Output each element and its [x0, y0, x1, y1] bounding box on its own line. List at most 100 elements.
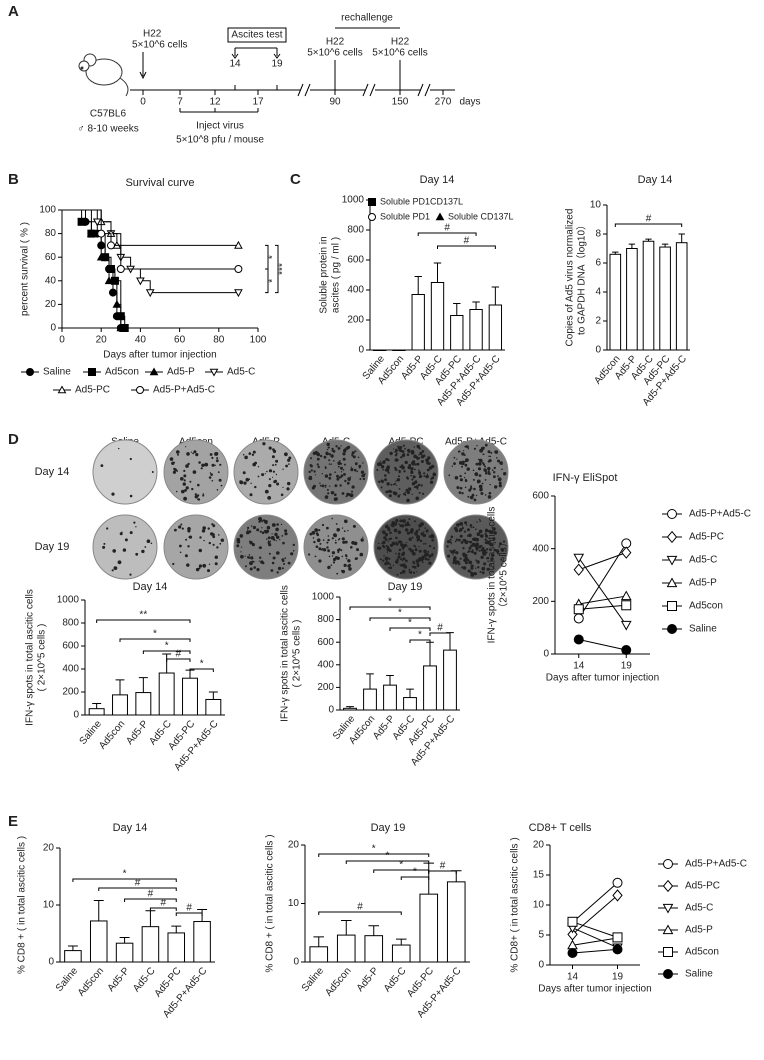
spot — [408, 464, 412, 467]
spot — [411, 493, 413, 495]
spot — [461, 492, 464, 495]
spot — [458, 538, 461, 542]
spot — [350, 466, 352, 468]
y-tick-label: 0 — [50, 323, 56, 334]
spot — [380, 465, 385, 469]
spot — [359, 552, 364, 557]
spot — [485, 530, 488, 533]
spot — [427, 473, 429, 475]
spot — [252, 450, 256, 454]
spot — [405, 559, 408, 563]
spot — [330, 564, 333, 566]
spot — [284, 452, 288, 457]
spot — [415, 485, 419, 489]
y-tick-label: 400 — [317, 659, 334, 670]
spot — [264, 473, 266, 475]
spot — [357, 456, 360, 459]
spot — [404, 460, 408, 465]
spot — [274, 479, 277, 483]
y-tick-label: 5 — [538, 930, 544, 941]
day-label: 7 — [177, 97, 183, 108]
tumor-label: H22 — [391, 37, 410, 48]
y-tick-label: 200 — [62, 687, 79, 698]
significance-bracket — [417, 232, 477, 236]
spot — [432, 547, 436, 550]
spot — [389, 543, 394, 548]
axis-break — [304, 83, 311, 97]
spot — [335, 523, 338, 525]
spot — [416, 462, 420, 466]
spot — [476, 445, 478, 447]
spot — [482, 551, 484, 554]
spot — [394, 450, 397, 453]
spot — [401, 559, 404, 562]
spot — [472, 574, 474, 576]
marker — [573, 604, 584, 615]
spot — [462, 547, 465, 550]
spot — [423, 553, 428, 557]
spot — [484, 465, 486, 468]
marker — [77, 217, 86, 226]
spot — [274, 532, 278, 537]
spot — [452, 561, 455, 565]
spot — [384, 562, 388, 566]
spot — [169, 457, 174, 461]
spot — [183, 496, 188, 501]
spot — [111, 569, 114, 572]
spot — [501, 468, 503, 471]
spot — [490, 530, 494, 534]
spot — [487, 470, 490, 473]
spot — [183, 469, 186, 472]
spot — [268, 543, 272, 547]
spot — [390, 524, 393, 526]
spot — [324, 466, 327, 468]
spot — [179, 551, 182, 554]
spot — [464, 561, 468, 565]
spot — [398, 449, 401, 452]
legend-label: Soluble CD137L — [448, 211, 514, 221]
spot — [404, 491, 407, 494]
spot — [247, 529, 249, 531]
spot — [464, 556, 469, 561]
spot — [239, 534, 244, 538]
spot — [479, 520, 482, 522]
spot — [393, 482, 396, 485]
series-line — [572, 882, 618, 923]
marker — [209, 368, 219, 377]
mouse-icon — [78, 53, 129, 97]
spot — [207, 527, 210, 530]
spot — [489, 542, 494, 547]
spot — [406, 490, 410, 495]
spot — [413, 446, 415, 448]
spot — [415, 496, 420, 501]
y-tick-label: 400 — [62, 664, 79, 675]
spot — [314, 451, 319, 455]
spot — [390, 490, 393, 493]
spot — [378, 542, 380, 545]
spot — [378, 480, 381, 483]
x-tick-label: 100 — [250, 335, 267, 346]
bar — [446, 881, 466, 963]
spot — [183, 479, 186, 482]
y-tick-label: 1000 — [57, 595, 80, 606]
spot — [284, 557, 287, 559]
x-tick-label: 14 — [573, 661, 585, 672]
spot — [406, 498, 410, 503]
spot — [408, 537, 412, 541]
spot — [340, 549, 343, 552]
spot — [321, 484, 325, 488]
spot — [172, 562, 175, 566]
spot — [405, 488, 409, 492]
spot — [421, 450, 425, 453]
spot — [276, 528, 278, 530]
y-axis-label: IFN-γ spots in total ascitic cells — [280, 585, 291, 722]
marker — [662, 879, 674, 893]
spot — [410, 474, 412, 477]
bar — [450, 315, 464, 351]
spot — [472, 469, 475, 472]
spot — [402, 557, 406, 561]
legend-label: Ad5-P+Ad5-C — [153, 385, 215, 396]
spot — [490, 451, 493, 454]
spot — [449, 538, 452, 541]
y-tick-label: 800 — [317, 614, 334, 625]
